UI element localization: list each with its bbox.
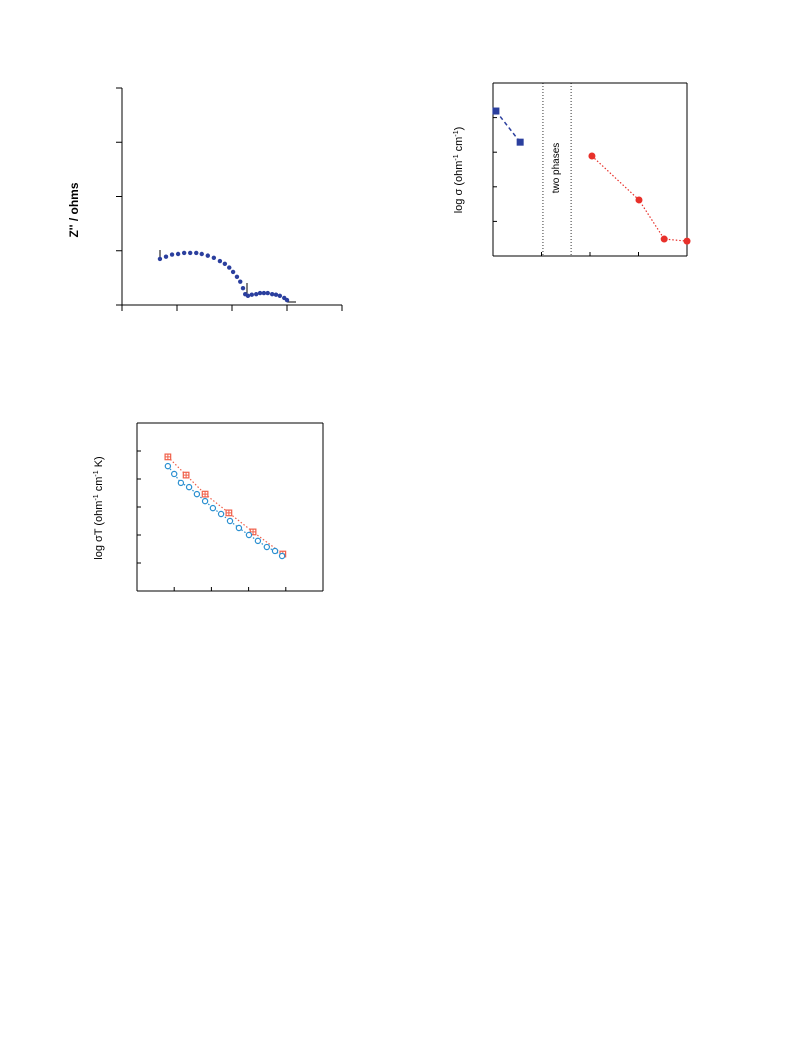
marker	[211, 255, 217, 261]
marker	[217, 510, 225, 518]
marker	[164, 462, 172, 470]
marker	[201, 490, 209, 498]
marker	[273, 292, 279, 297]
marker	[249, 292, 254, 297]
marker	[245, 293, 251, 298]
marker	[261, 290, 267, 296]
marker	[185, 483, 193, 491]
marker	[226, 517, 234, 525]
marker	[249, 528, 257, 536]
y-axis-label: log σT (ohm-1 cm-1 K)	[93, 456, 105, 559]
marker	[660, 235, 668, 243]
marker	[277, 293, 283, 298]
marker	[201, 497, 209, 505]
marker	[284, 297, 290, 303]
marker	[254, 291, 259, 297]
marker	[170, 470, 178, 478]
marker	[222, 261, 228, 266]
marker	[205, 253, 210, 258]
marker	[265, 290, 270, 296]
marker	[194, 250, 199, 256]
marker	[163, 254, 169, 259]
marker	[238, 279, 243, 284]
marker	[227, 265, 232, 270]
marker	[516, 138, 524, 146]
marker	[199, 251, 204, 257]
marker	[257, 290, 263, 296]
marker	[193, 490, 201, 498]
marker	[182, 471, 190, 479]
series-line	[167, 465, 283, 557]
marker	[245, 531, 253, 539]
marker	[235, 524, 243, 532]
series-line	[167, 456, 284, 555]
marker	[683, 237, 691, 245]
marker	[177, 479, 185, 487]
marker	[217, 258, 223, 264]
marker	[188, 250, 193, 256]
y-axis-label: Z'' / ohms	[67, 182, 81, 237]
marker	[157, 256, 163, 262]
marker	[588, 152, 596, 160]
marker	[230, 269, 236, 275]
marker	[181, 250, 187, 256]
y-axis-label: log σ (ohm-1 cm-1)	[453, 127, 465, 214]
marker	[635, 196, 643, 204]
series-line	[591, 155, 688, 242]
marker	[278, 552, 286, 560]
marker	[492, 107, 500, 115]
marker	[169, 252, 175, 257]
marker	[175, 251, 181, 257]
marker	[269, 291, 275, 297]
marker	[240, 285, 246, 291]
marker	[164, 453, 172, 461]
marker	[254, 537, 262, 545]
marker	[263, 543, 271, 551]
marker	[271, 547, 279, 555]
marker	[234, 274, 240, 279]
series-line	[495, 110, 521, 143]
marker	[209, 504, 217, 512]
annotation: two phases	[551, 143, 562, 194]
marker	[225, 509, 233, 517]
